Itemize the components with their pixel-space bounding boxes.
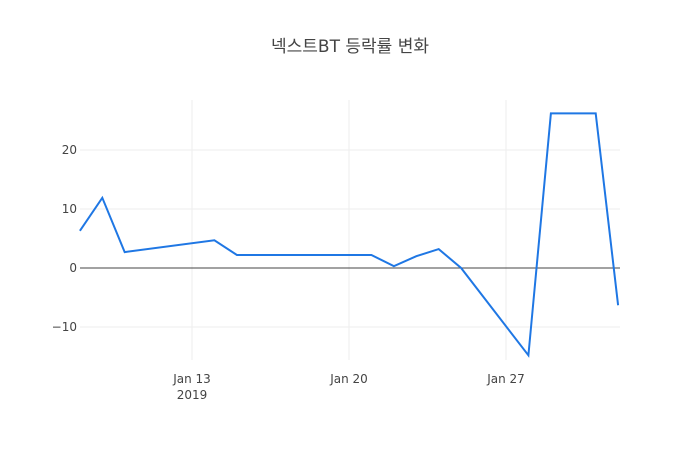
y-tick-label: 20: [62, 143, 77, 157]
x-axis-ticks: Jan 13 2019 Jan 20 Jan 27: [172, 372, 525, 402]
x-tick-label: Jan 20: [329, 372, 368, 386]
gridlines: [80, 100, 620, 360]
y-tick-label: 10: [62, 202, 77, 216]
y-tick-label: 0: [69, 261, 77, 275]
chart-title: 넥스트BT 등락률 변화: [271, 37, 429, 57]
x-tick-label: Jan 27: [486, 372, 525, 386]
x-tick-label: Jan 13: [172, 372, 211, 386]
y-tick-label: −10: [52, 320, 77, 334]
y-axis-ticks: 20 10 0 −10: [52, 143, 77, 334]
series-line[interactable]: [79, 112, 620, 358]
x-tick-year-label: 2019: [177, 388, 208, 402]
